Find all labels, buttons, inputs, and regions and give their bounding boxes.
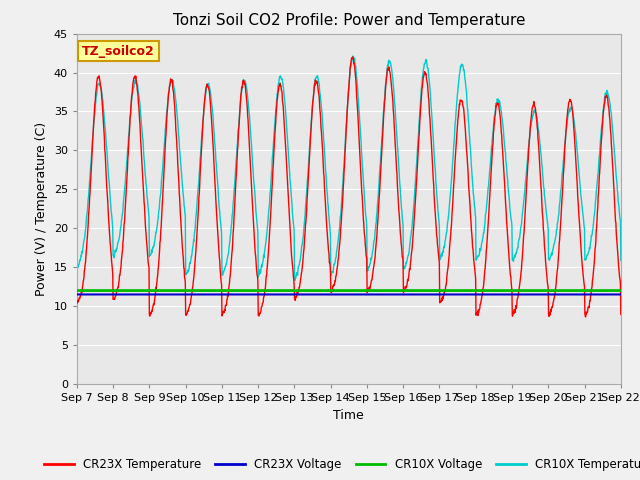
X-axis label: Time: Time (333, 408, 364, 421)
Title: Tonzi Soil CO2 Profile: Power and Temperature: Tonzi Soil CO2 Profile: Power and Temper… (173, 13, 525, 28)
Y-axis label: Power (V) / Temperature (C): Power (V) / Temperature (C) (35, 122, 48, 296)
Legend: CR23X Temperature, CR23X Voltage, CR10X Voltage, CR10X Temperature: CR23X Temperature, CR23X Voltage, CR10X … (39, 453, 640, 475)
Text: TZ_soilco2: TZ_soilco2 (82, 45, 155, 58)
